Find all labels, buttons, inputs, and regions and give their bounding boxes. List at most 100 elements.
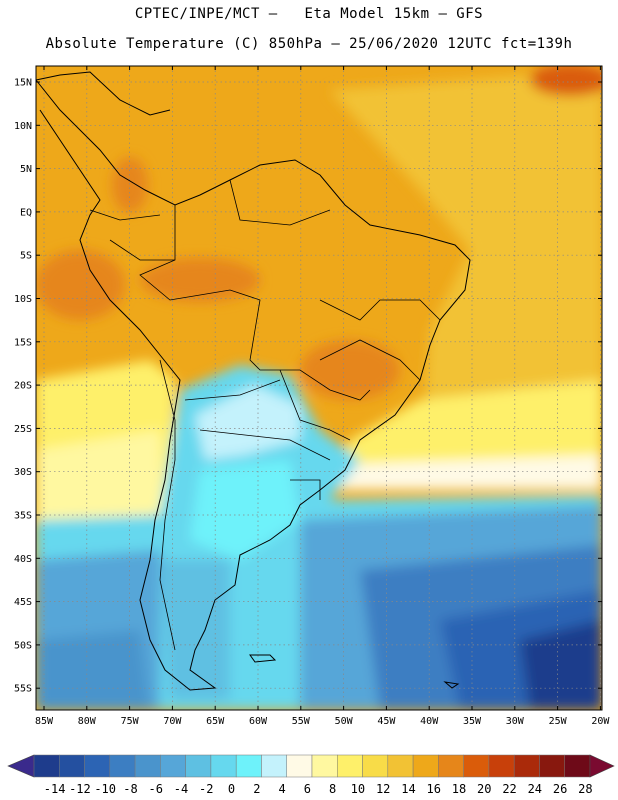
lat-label: 5S: [20, 251, 32, 262]
colorbar-label: -2: [199, 782, 213, 796]
colorbar-swatch: [564, 754, 591, 778]
lat-label: 35S: [14, 511, 32, 522]
lon-label: 45W: [377, 716, 396, 727]
colorbar-max-arrow: [589, 754, 615, 778]
bolivia-chile-border: [184, 379, 281, 401]
lat-label: 40S: [14, 554, 32, 565]
colorbar-label: -6: [149, 782, 163, 796]
lon-label: 65W: [206, 716, 225, 727]
colorbar-swatch: [387, 754, 414, 778]
lat-label: 25S: [14, 424, 32, 435]
lat-label: 10N: [14, 121, 32, 132]
lat-label: 5N: [20, 164, 32, 175]
latitude-axis: 15N 10N 5N EQ 5S 10S 15S 20S 25S 30S 35S 40S 45S 50S 5…: [14, 78, 602, 695]
map-title-line1: CPTEC/INPE/MCT – Eta Model 15km – GFS: [134, 6, 484, 22]
brazil-west-border: [139, 205, 371, 401]
lon-label: 40W: [420, 716, 439, 727]
colorbar-label: -14: [44, 782, 66, 796]
longitude-axis: 85W 80W 75W 70W 65W 60W 55W 50W 45W 40W 35W 30W 25W 2…: [35, 66, 610, 727]
colorbar-swatch: [261, 754, 287, 778]
colorbar-label: 26: [553, 782, 567, 796]
falklands-island: [249, 654, 277, 663]
lon-label: 20W: [591, 716, 610, 727]
plot-frame: [35, 65, 603, 711]
colorbar-swatch: [463, 754, 490, 778]
colorbar-swatch: [59, 754, 85, 778]
lon-label: 55W: [292, 716, 311, 727]
colorbar-swatch: [286, 754, 313, 778]
colorbar-swatch: [513, 754, 540, 778]
colorbar-label: -4: [174, 782, 188, 796]
colombia-peru-border: [109, 239, 175, 261]
colorbar-swatch: [84, 754, 111, 778]
lon-label: 75W: [121, 716, 140, 727]
colorbar-label: -12: [69, 782, 91, 796]
colorbar-swatch: [311, 754, 338, 778]
colorbar-swatch: [210, 754, 237, 778]
lat-label: EQ: [20, 207, 32, 218]
ecuador-colombia-border: [89, 209, 161, 221]
colorbar-min-arrow: [7, 754, 35, 778]
country-borders: [89, 179, 441, 651]
chile-argentina-border: [159, 359, 176, 651]
lon-label: 80W: [78, 716, 97, 727]
lon-label: 70W: [163, 716, 182, 727]
colorbar-label: 28: [578, 782, 592, 796]
colorbar-label: 18: [452, 782, 466, 796]
colorbar-swatch: [160, 754, 186, 778]
lon-label: 30W: [506, 716, 525, 727]
colorbar-label: 22: [502, 782, 516, 796]
colorbar-swatch: [438, 754, 464, 778]
colorbar-label: -8: [123, 782, 137, 796]
colorbar-label: -10: [94, 782, 116, 796]
lat-label: 15S: [14, 337, 32, 348]
colorbar-label: 20: [477, 782, 491, 796]
colorbar-label: 14: [401, 782, 415, 796]
lat-label: 45S: [14, 597, 32, 608]
colorbar-swatch: [539, 754, 565, 778]
lat-label: 30S: [14, 467, 32, 478]
colorbar-label: 10: [351, 782, 365, 796]
colorbar: -14 -12 -10 -8 -6 -4 -2 0 2 4 6 8 10 12 14 16 18 20 22 24 26…: [7, 754, 615, 796]
colorbar-swatch: [235, 754, 262, 778]
colorbar-swatch: [33, 754, 60, 778]
colorbar-label: 0: [228, 782, 235, 796]
temperature-field: [36, 66, 602, 710]
colorbar-label: 24: [528, 782, 542, 796]
lon-label: 85W: [35, 716, 54, 727]
lat-label: 50S: [14, 640, 32, 651]
lat-label: 20S: [14, 381, 32, 392]
colorbar-swatch: [337, 754, 363, 778]
lon-label: 35W: [463, 716, 482, 727]
lon-label: 60W: [249, 716, 268, 727]
colorbar-swatch: [362, 754, 389, 778]
central-america-coast: [35, 71, 171, 116]
lat-label: 10S: [14, 294, 32, 305]
lon-label: 50W: [335, 716, 354, 727]
uruguay-border: [290, 479, 321, 500]
colorbar-swatch: [109, 754, 136, 778]
south-america-coast: [35, 79, 471, 691]
colorbar-swatch: [412, 754, 439, 778]
venezuela-guyana-border: [229, 179, 331, 226]
lat-label: 15N: [14, 78, 32, 89]
argentina-north-border: [199, 429, 331, 461]
colorbar-label: 2: [253, 782, 260, 796]
colorbar-label: 8: [329, 782, 336, 796]
colorbar-label: 4: [278, 782, 285, 796]
colorbar-label: 6: [304, 782, 311, 796]
colorbar-swatch: [134, 754, 161, 778]
lat-label: 55S: [14, 684, 32, 695]
coastlines: [35, 71, 471, 691]
colorbar-label: 16: [427, 782, 441, 796]
brazil-state-borders-2: [319, 339, 421, 381]
brazil-state-borders: [319, 299, 441, 321]
lon-label: 25W: [549, 716, 568, 727]
colorbar-label: 12: [376, 782, 390, 796]
colorbar-swatch: [488, 754, 515, 778]
south-georgia-island: [443, 681, 460, 689]
paraguay-border: [279, 369, 351, 441]
map-title-line2: Absolute Temperature (C) 850hPa – 25/06/…: [45, 36, 573, 52]
colorbar-swatch: [185, 754, 212, 778]
lat-lon-grid: [36, 66, 602, 710]
